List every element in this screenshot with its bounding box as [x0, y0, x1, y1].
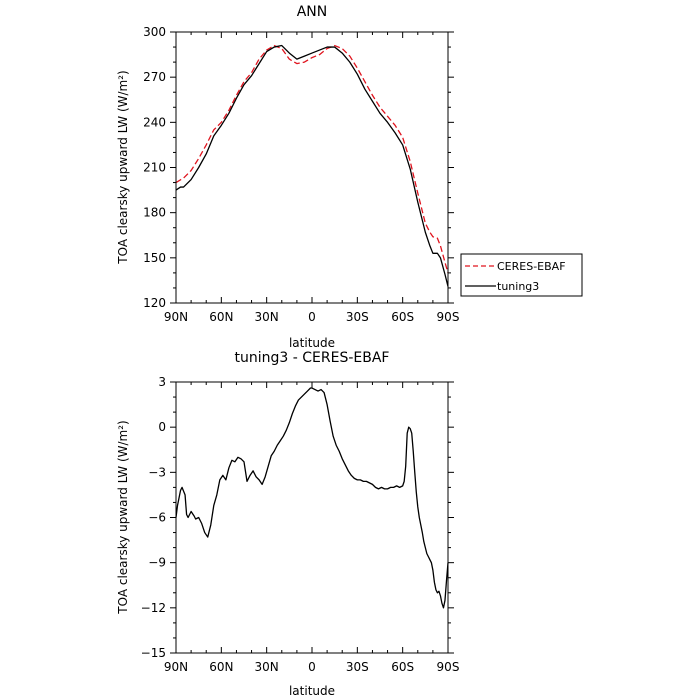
bottom-chart-x-tick-label: 30S — [346, 660, 369, 674]
top-chart-frame — [175, 31, 449, 304]
top-chart-xlabel: latitude — [289, 336, 335, 350]
bottom-chart-x-tick-label: 90S — [437, 660, 460, 674]
bottom-chart-y-tick-label: −12 — [141, 601, 166, 615]
bottom-chart-x-tick-label: 60N — [209, 660, 233, 674]
top-chart-x-tick-label: 0 — [308, 310, 316, 324]
top-chart-y-tick-label: 150 — [143, 251, 166, 265]
bottom-chart-y-tick-label: −9 — [148, 556, 166, 570]
top-chart-y-tick-label: 270 — [143, 70, 166, 84]
top-chart-series-ceres-ebaf — [175, 44, 449, 274]
top-chart-x-tick-label: 30S — [346, 310, 369, 324]
bottom-chart-frame — [175, 381, 449, 654]
top-chart-series-tuning3 — [175, 44, 449, 287]
bottom-chart-y-tick-label: −3 — [148, 465, 166, 479]
bottom-chart: tuning3 - CERES-EBAF latitude TOA clears… — [116, 350, 459, 698]
bottom-chart-y-tick-label: 0 — [158, 420, 166, 434]
legend-box — [460, 253, 583, 297]
top-chart-x-tick-label: 60S — [391, 310, 414, 324]
top-chart: ANN latitude TOA clearsky upward LW (W/m… — [116, 4, 459, 350]
top-chart-y-tick-label: 210 — [143, 161, 166, 175]
bottom-chart-series — [175, 387, 449, 609]
top-chart-y-tick-label: 180 — [143, 206, 166, 220]
top-chart-series — [175, 44, 449, 287]
legend-label-tuning3: tuning3 — [497, 280, 539, 293]
top-chart-title: ANN — [297, 4, 328, 20]
bottom-chart-y-tick-label: −6 — [148, 511, 166, 525]
bottom-chart-title: tuning3 - CERES-EBAF — [235, 350, 390, 366]
bottom-chart-ylabel: TOA clearsky upward LW (W/m²) — [116, 420, 130, 614]
bottom-chart-y-tick-label: 3 — [158, 375, 166, 389]
top-chart-x-tick-label: 60N — [209, 310, 233, 324]
top-chart-x-tick-label: 90N — [164, 310, 188, 324]
top-chart-legend: CERES-EBAF tuning3 — [460, 253, 583, 297]
top-chart-y-ticks: 120 150 180 210 240 270 300 — [143, 25, 454, 310]
top-chart-x-tick-label: 90S — [437, 310, 460, 324]
bottom-chart-x-tick-label: 0 — [308, 660, 316, 674]
bottom-chart-x-tick-label: 60S — [391, 660, 414, 674]
bottom-chart-x-ticks: 90N 60N 30N 0 30S 60S 90S — [164, 382, 460, 674]
top-chart-x-ticks: 90N 60N 30N 0 30S 60S 90S — [164, 32, 460, 324]
bottom-chart-series-line-0 — [175, 387, 449, 609]
legend-label-ceres-ebaf: CERES-EBAF — [497, 260, 566, 273]
bottom-chart-xlabel: latitude — [289, 684, 335, 698]
bottom-chart-y-tick-label: −15 — [141, 646, 166, 660]
bottom-chart-x-tick-label: 30N — [255, 660, 279, 674]
top-chart-y-tick-label: 240 — [143, 115, 166, 129]
top-chart-ylabel: TOA clearsky upward LW (W/m²) — [116, 70, 130, 264]
top-chart-y-tick-label: 300 — [143, 25, 166, 39]
top-chart-y-tick-label: 120 — [143, 296, 166, 310]
bottom-chart-x-tick-label: 90N — [164, 660, 188, 674]
top-chart-x-tick-label: 30N — [255, 310, 279, 324]
